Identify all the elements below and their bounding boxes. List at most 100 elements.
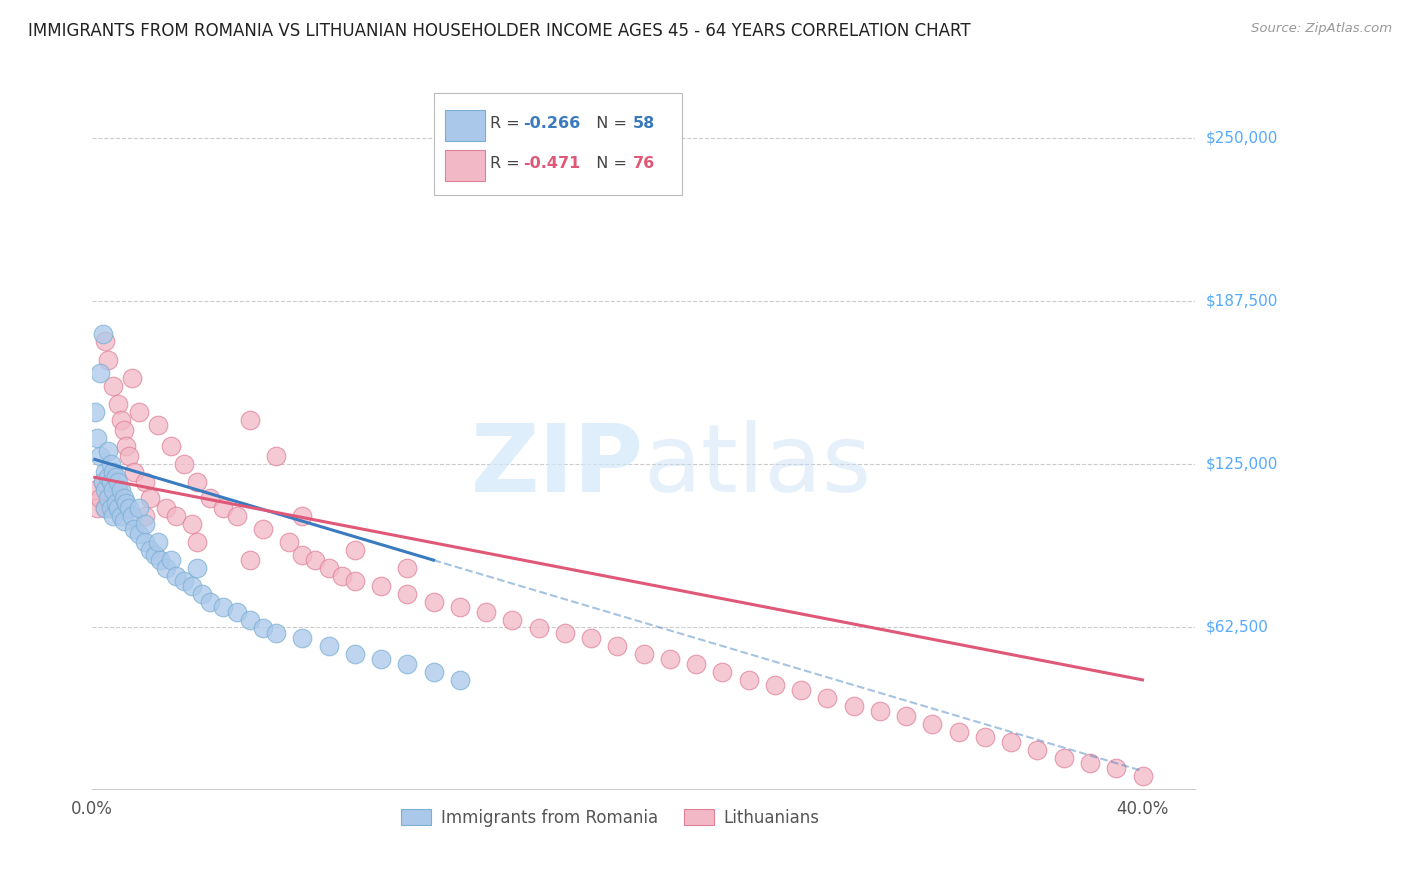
Point — [173, 574, 195, 588]
Point — [475, 605, 498, 619]
Point — [146, 535, 169, 549]
Point — [86, 431, 108, 445]
Point — [91, 475, 114, 489]
Point — [422, 665, 444, 679]
Point — [737, 673, 759, 687]
Point — [370, 579, 392, 593]
Point — [160, 439, 183, 453]
Point — [128, 405, 150, 419]
Point — [658, 652, 681, 666]
Point — [112, 423, 135, 437]
Point — [1132, 769, 1154, 783]
Point — [97, 352, 120, 367]
Legend: Immigrants from Romania, Lithuanians: Immigrants from Romania, Lithuanians — [395, 802, 827, 834]
Point — [370, 652, 392, 666]
Point — [94, 334, 117, 349]
Point — [212, 599, 235, 614]
Text: N =: N = — [586, 116, 633, 131]
Point — [128, 501, 150, 516]
Point — [449, 673, 471, 687]
Point — [143, 548, 166, 562]
Point — [186, 535, 208, 549]
Point — [89, 491, 111, 505]
Point — [94, 501, 117, 516]
Point — [181, 579, 204, 593]
Point — [264, 626, 287, 640]
Point — [100, 501, 122, 516]
Point — [763, 678, 786, 692]
Point — [1026, 743, 1049, 757]
Point — [343, 542, 366, 557]
Text: 58: 58 — [633, 116, 655, 131]
Text: $125,000: $125,000 — [1206, 457, 1278, 471]
Point — [91, 326, 114, 341]
Point — [396, 657, 419, 672]
Point — [94, 465, 117, 479]
Text: IMMIGRANTS FROM ROMANIA VS LITHUANIAN HOUSEHOLDER INCOME AGES 45 - 64 YEARS CORR: IMMIGRANTS FROM ROMANIA VS LITHUANIAN HO… — [28, 22, 970, 40]
Point — [91, 475, 114, 489]
Point — [606, 639, 628, 653]
Point — [118, 501, 141, 516]
Point — [107, 483, 129, 497]
FancyBboxPatch shape — [446, 111, 485, 141]
Point — [264, 449, 287, 463]
Text: $187,500: $187,500 — [1206, 293, 1278, 309]
Point — [225, 605, 247, 619]
Point — [165, 568, 187, 582]
Point — [191, 587, 214, 601]
Point — [83, 405, 105, 419]
Point — [104, 496, 127, 510]
Point — [107, 475, 129, 489]
Point — [239, 412, 262, 426]
Point — [278, 535, 301, 549]
Point — [200, 595, 222, 609]
Point — [165, 508, 187, 523]
Point — [790, 683, 813, 698]
Point — [103, 508, 125, 523]
Point — [110, 412, 132, 426]
Point — [94, 501, 117, 516]
Point — [103, 465, 125, 479]
Point — [103, 378, 125, 392]
Point — [112, 491, 135, 505]
Point — [104, 501, 127, 516]
Point — [112, 514, 135, 528]
Text: R =: R = — [491, 116, 526, 131]
Point — [212, 501, 235, 516]
Point — [100, 457, 122, 471]
Point — [94, 483, 117, 497]
Point — [122, 522, 145, 536]
FancyBboxPatch shape — [446, 151, 485, 181]
Point — [318, 639, 340, 653]
Point — [304, 553, 326, 567]
Point — [896, 709, 918, 723]
Text: 76: 76 — [633, 156, 655, 171]
Point — [252, 621, 274, 635]
Point — [149, 553, 172, 567]
Point — [186, 475, 208, 489]
Point — [815, 691, 838, 706]
Point — [711, 665, 734, 679]
Point — [89, 366, 111, 380]
Point — [239, 553, 262, 567]
Point — [134, 535, 156, 549]
Text: Source: ZipAtlas.com: Source: ZipAtlas.com — [1251, 22, 1392, 36]
Point — [842, 698, 865, 713]
Point — [83, 483, 105, 497]
Text: R =: R = — [491, 156, 526, 171]
Text: $62,500: $62,500 — [1206, 619, 1270, 634]
Text: -0.266: -0.266 — [523, 116, 581, 131]
Point — [146, 417, 169, 432]
Point — [318, 561, 340, 575]
Point — [107, 501, 129, 516]
Point — [173, 457, 195, 471]
Point — [110, 483, 132, 497]
Point — [121, 508, 143, 523]
Point — [139, 542, 162, 557]
Point — [291, 632, 314, 646]
Point — [579, 632, 602, 646]
Point — [155, 561, 177, 575]
Point — [1053, 751, 1076, 765]
Point — [97, 470, 120, 484]
Point — [291, 548, 314, 562]
